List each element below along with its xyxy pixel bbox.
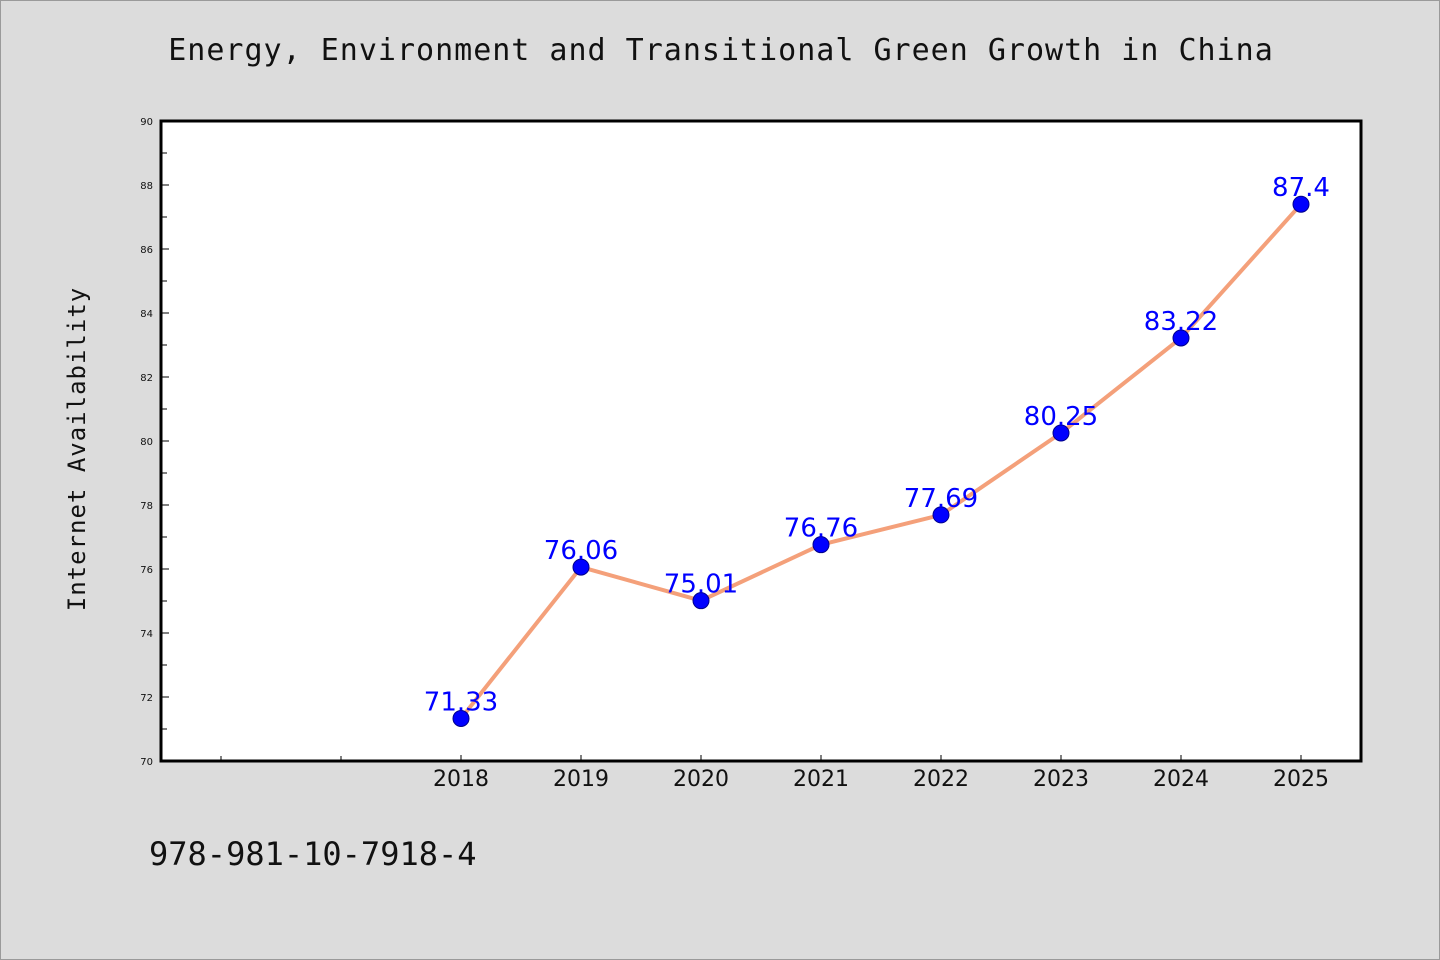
data-point	[932, 506, 950, 524]
footer-code: 978-981-10-7918-4	[149, 835, 477, 873]
data-point	[1292, 195, 1310, 213]
x-tick-label: 2018	[433, 767, 489, 792]
y-tick-label: 72	[140, 693, 153, 704]
x-tick-label: 2021	[793, 767, 849, 792]
x-tick-label: 2022	[913, 767, 969, 792]
y-tick-label: 88	[140, 181, 153, 192]
data-point	[1172, 329, 1190, 347]
y-tick-label: 80	[140, 437, 153, 448]
data-point	[572, 558, 590, 576]
x-axis: 2018 2019 2020 2021 2022 2023 2024 2025	[220, 755, 1329, 792]
series-line	[459, 202, 1303, 721]
y-tick-label: 74	[140, 629, 153, 640]
y-tick-label: 70	[140, 757, 153, 768]
data-label: 76.06	[544, 536, 618, 566]
data-label: 77.69	[904, 484, 978, 514]
data-label: 71.33	[424, 687, 498, 717]
y-tick-label: 90	[140, 117, 153, 128]
data-label: 80.25	[1024, 402, 1098, 432]
y-tick-label: 78	[140, 501, 153, 512]
data-labels: 71.33 76.06 75.01 76.76 77.69 80.25 83.22 87.4	[424, 173, 1330, 717]
data-label: 75.01	[664, 570, 738, 600]
data-point	[1052, 424, 1070, 442]
x-tick-label: 2019	[553, 767, 609, 792]
y-tick-label: 86	[140, 245, 153, 256]
y-tick-label: 76	[140, 565, 153, 576]
data-point	[692, 592, 710, 610]
data-label: 83.22	[1144, 307, 1218, 337]
series	[452, 195, 1310, 727]
data-label: 76.76	[784, 514, 858, 544]
data-point	[812, 536, 830, 554]
data-label: 87.4	[1272, 173, 1330, 203]
x-tick-label: 2025	[1273, 767, 1329, 792]
chart-title: Energy, Environment and Transitional Gre…	[168, 33, 1274, 68]
data-point	[452, 709, 470, 727]
y-axis: 70 72 74 76 78 80 82 84 86 88 90	[140, 117, 169, 768]
y-tick-label: 82	[140, 373, 153, 384]
x-tick-label: 2023	[1033, 767, 1089, 792]
x-tick-label: 2020	[673, 767, 729, 792]
y-tick-label: 84	[140, 309, 153, 320]
x-tick-label: 2024	[1153, 767, 1209, 792]
plot-area	[159, 119, 1363, 763]
